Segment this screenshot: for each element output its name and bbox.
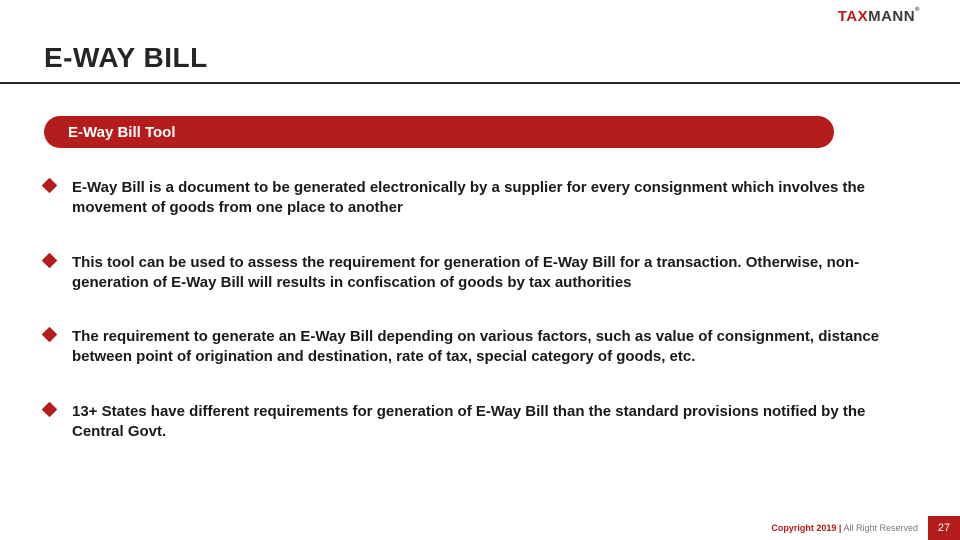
brand-part2: MANN [868, 8, 915, 25]
page-number: 27 [928, 516, 960, 540]
title-divider [0, 82, 960, 84]
diamond-icon [44, 402, 72, 415]
list-item: 13+ States have different requirements f… [44, 402, 916, 443]
bullet-text: This tool can be used to assess the requ… [72, 253, 916, 294]
bullet-text: The requirement to generate an E-Way Bil… [72, 327, 916, 368]
copyright-rest: All Right Reserved [841, 523, 918, 533]
slide-footer: Copyright 2019 | All Right Reserved 27 [0, 516, 960, 540]
diamond-icon [44, 178, 72, 191]
diamond-icon [44, 253, 72, 266]
bullet-text: E-Way Bill is a document to be generated… [72, 178, 916, 219]
slide-title: E-WAY BILL [44, 42, 208, 74]
copyright-text: Copyright 2019 | All Right Reserved [771, 523, 928, 533]
brand-part1: TAX [838, 8, 868, 25]
list-item: The requirement to generate an E-Way Bil… [44, 327, 916, 368]
diamond-icon [44, 327, 72, 340]
section-pill: E-Way Bill Tool [44, 116, 834, 148]
brand-tm: ® [915, 7, 920, 13]
brand-logo: TAXMANN® [838, 8, 920, 25]
copyright-strong: Copyright 2019 | [771, 523, 841, 533]
section-pill-label: E-Way Bill Tool [68, 124, 176, 141]
list-item: This tool can be used to assess the requ… [44, 253, 916, 294]
list-item: E-Way Bill is a document to be generated… [44, 178, 916, 219]
bullet-text: 13+ States have different requirements f… [72, 402, 916, 443]
bullet-list: E-Way Bill is a document to be generated… [44, 178, 916, 476]
